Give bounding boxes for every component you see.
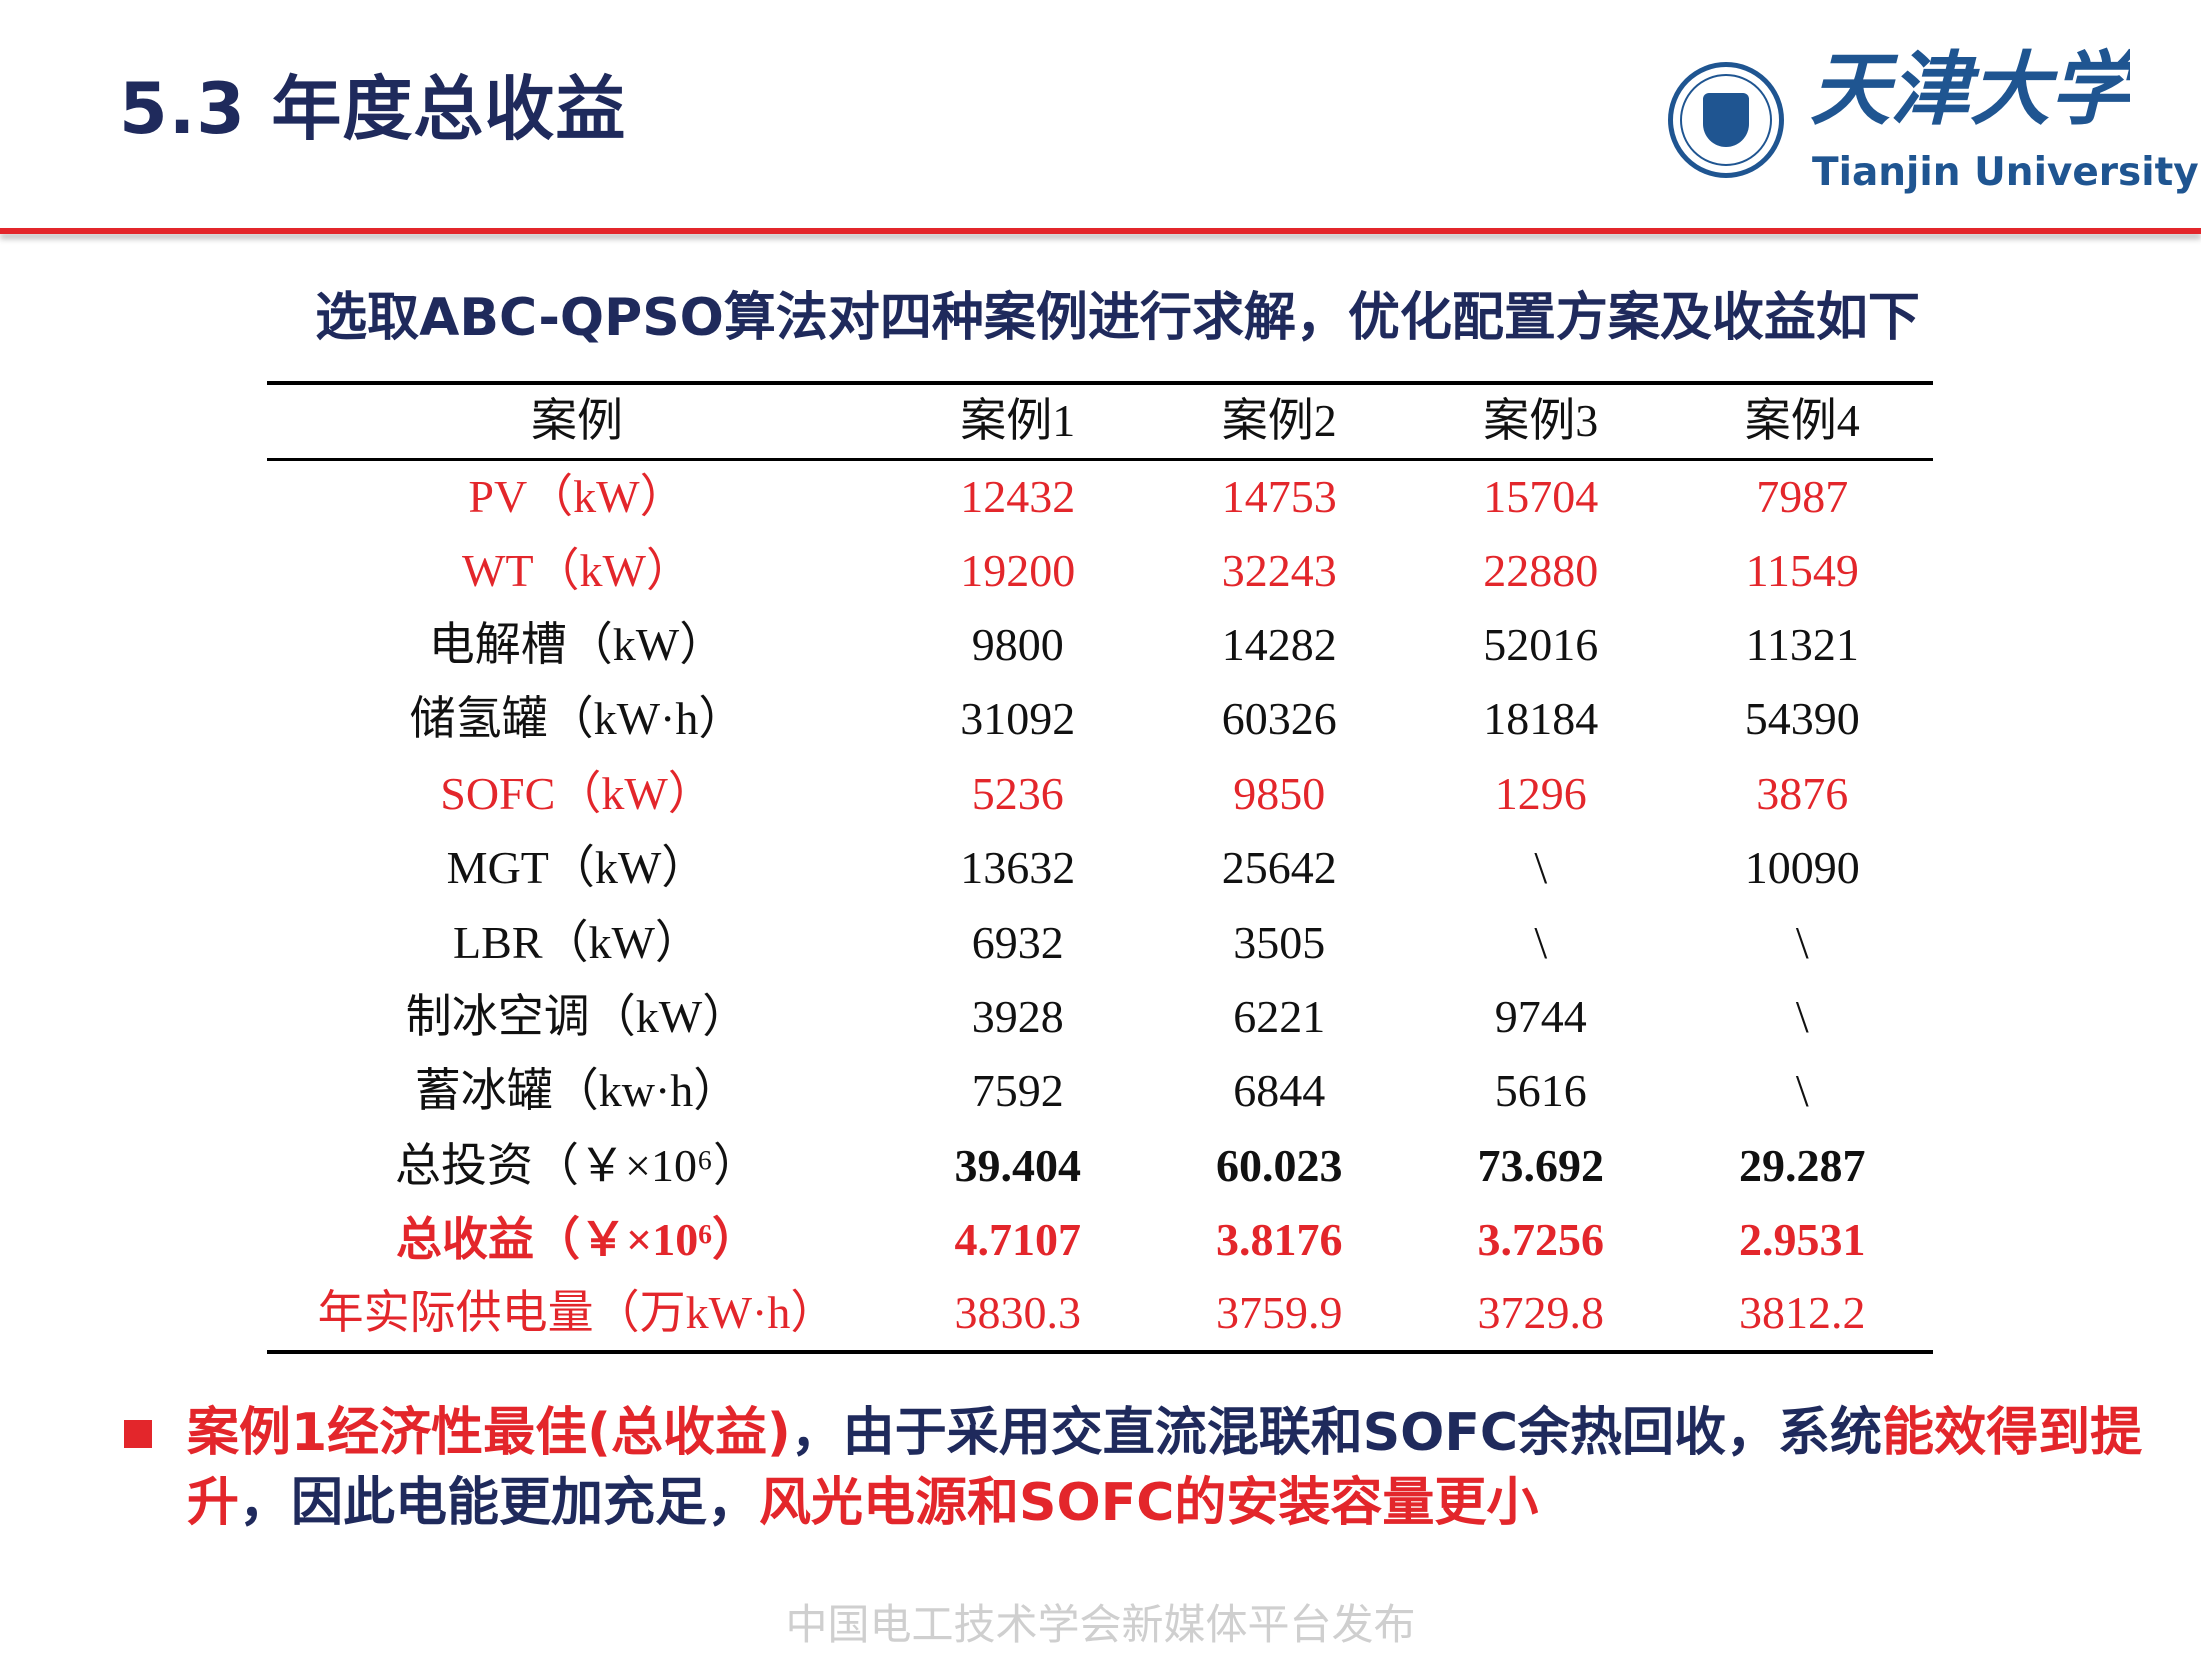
row-label: PV（kW）	[468, 470, 686, 522]
table-cell: 12432	[960, 470, 1076, 522]
table-cell: 73.692	[1477, 1139, 1605, 1191]
summary-segment: 风光电源和SOFC的安装容量更小	[759, 1473, 1539, 1533]
table-cell: 60326	[1221, 693, 1337, 745]
university-logo: 天津大学 Tianjin University	[1660, 40, 2199, 210]
bullet-square-icon	[124, 1420, 152, 1448]
table-cell: 32243	[1221, 544, 1337, 596]
table-cell: 11321	[1745, 618, 1859, 670]
table-row: 制冰空调（kW） 3928 6221 9744 \	[267, 980, 1933, 1054]
table-cell: 2.9531	[1739, 1214, 1866, 1266]
table-cell: 29.287	[1739, 1139, 1866, 1191]
row-label: 电解槽（kW）	[428, 618, 726, 670]
table-row: 电解槽（kW） 9800 14282 52016 11321	[267, 608, 1933, 682]
table-cell: 9744	[1494, 990, 1587, 1042]
summary-segment: ，由于采用交直流混联和SOFC余热回收，系统	[790, 1403, 1883, 1463]
table-header-row: 案例 案例1 案例2 案例3 案例4	[267, 383, 1933, 459]
table-cell: 52016	[1483, 618, 1599, 670]
column-header: 案例3	[1483, 395, 1599, 447]
table-row: WT（kW） 19200 32243 22880 11549	[267, 533, 1933, 607]
table-cell: 11549	[1745, 544, 1859, 596]
table-row: SOFC（kW） 5236 9850 1296 3876	[267, 757, 1933, 831]
table-cell: \	[1795, 990, 1809, 1042]
table-cell: 3876	[1756, 767, 1849, 819]
table-cell: 9850	[1233, 767, 1326, 819]
row-label: SOFC（kW）	[440, 767, 714, 819]
table-cell: 54390	[1744, 693, 1860, 745]
table-cell: 19200	[960, 544, 1076, 596]
table-cell: 3759.9	[1216, 1287, 1343, 1339]
table-cell: 22880	[1483, 544, 1599, 596]
table-cell: \	[1534, 842, 1548, 894]
row-label: 蓄冰罐（kw·h）	[414, 1065, 740, 1117]
slide-title: 5.3 年度总收益	[119, 68, 627, 150]
row-label: 制冰空调（kW）	[405, 990, 749, 1042]
table-cell: 6844	[1233, 1065, 1326, 1117]
table-cell: 5616	[1494, 1065, 1587, 1117]
summary-segment: ，因此电能更加充足，	[239, 1473, 760, 1533]
column-header: 案例1	[960, 395, 1076, 447]
table-cell: 6221	[1233, 990, 1326, 1042]
summary-text: 案例1经济性最佳(总收益)，由于采用交直流混联和SOFC余热回收，系统能效得到提…	[187, 1398, 2147, 1538]
table-row: 储氢罐（kW·h） 31092 60326 18184 54390	[267, 682, 1933, 756]
column-header: 案例	[531, 395, 623, 447]
summary-segment: 能效得到提升	[187, 1403, 2143, 1533]
footer-watermark: 中国电工技术学会新媒体平台发布	[785, 1600, 1416, 1649]
table-row: 蓄冰罐（kw·h） 7592 6844 5616 \	[267, 1054, 1933, 1128]
table-cell: 3.8176	[1216, 1214, 1343, 1266]
row-label: 储氢罐（kW·h）	[409, 693, 745, 745]
slide-subtitle: 选取ABC-QPSO算法对四种案例进行求解，优化配置方案及收益如下	[315, 288, 1920, 348]
table-cell: \	[1795, 916, 1809, 968]
seal-shield-icon	[1703, 93, 1749, 147]
results-table: 案例 案例1 案例2 案例3 案例4 PV（kW） 12432 14753 15704 7987…	[267, 381, 1933, 1354]
table-cell: 1296	[1494, 767, 1587, 819]
table-cell: 60.023	[1216, 1139, 1343, 1191]
table-cell: \	[1795, 1065, 1809, 1117]
table-cell: 3505	[1233, 916, 1326, 968]
table-cell: 13632	[960, 842, 1076, 894]
table-cell: 3928	[971, 990, 1064, 1042]
row-label: 总投资（￥×10⁶）	[395, 1139, 759, 1191]
table-row: 总收益（￥×10⁶） 4.7107 3.8176 3.7256 2.9531	[267, 1203, 1933, 1277]
table-row: PV（kW） 12432 14753 15704 7987	[267, 459, 1933, 533]
table-cell: 25642	[1221, 842, 1337, 894]
table-row: LBR（kW） 6932 3505 \ \	[267, 905, 1933, 979]
row-label: 总收益（￥×10⁶）	[395, 1214, 758, 1266]
table-cell: 7987	[1756, 470, 1849, 522]
logo-chinese-name: 天津大学	[1810, 43, 2130, 136]
row-label: MGT（kW）	[446, 842, 708, 894]
row-label: LBR（kW）	[453, 916, 701, 968]
table-cell: 6932	[971, 916, 1064, 968]
table-cell: 3830.3	[954, 1287, 1082, 1339]
table-row: 总投资（￥×10⁶） 39.404 60.023 73.692 29.287	[267, 1129, 1933, 1203]
row-label: 年实际供电量（万kW·h）	[317, 1287, 837, 1339]
table-cell: 4.7107	[954, 1214, 1082, 1266]
table-cell: 15704	[1483, 470, 1599, 522]
table-cell: 3729.8	[1477, 1287, 1605, 1339]
table-cell: 10090	[1744, 842, 1860, 894]
row-label: WT（kW）	[462, 544, 692, 596]
table-cell: 18184	[1483, 693, 1599, 745]
table-row: 年实际供电量（万kW·h） 3830.3 3759.9 3729.8 3812.2	[267, 1277, 1933, 1352]
seal-ring	[1680, 74, 1772, 166]
logo-english-name: Tianjin University	[1812, 150, 2199, 195]
table-cell: \	[1534, 916, 1548, 968]
header-divider	[0, 228, 2201, 234]
table-cell: 39.404	[954, 1139, 1082, 1191]
table-cell: 3.7256	[1477, 1214, 1605, 1266]
summary-segment: 案例1经济性最佳(总收益)	[187, 1403, 791, 1463]
table-row: MGT（kW） 13632 25642 \ 10090	[267, 831, 1933, 905]
table-cell: 9800	[971, 618, 1064, 670]
column-header: 案例2	[1221, 395, 1337, 447]
university-seal-icon	[1668, 62, 1784, 178]
table-cell: 5236	[971, 767, 1064, 819]
table-cell: 31092	[960, 693, 1076, 745]
table-cell: 7592	[971, 1065, 1064, 1117]
table-cell: 14282	[1221, 618, 1337, 670]
table-cell: 14753	[1221, 470, 1337, 522]
column-header: 案例4	[1744, 395, 1860, 447]
table-cell: 3812.2	[1739, 1287, 1866, 1339]
